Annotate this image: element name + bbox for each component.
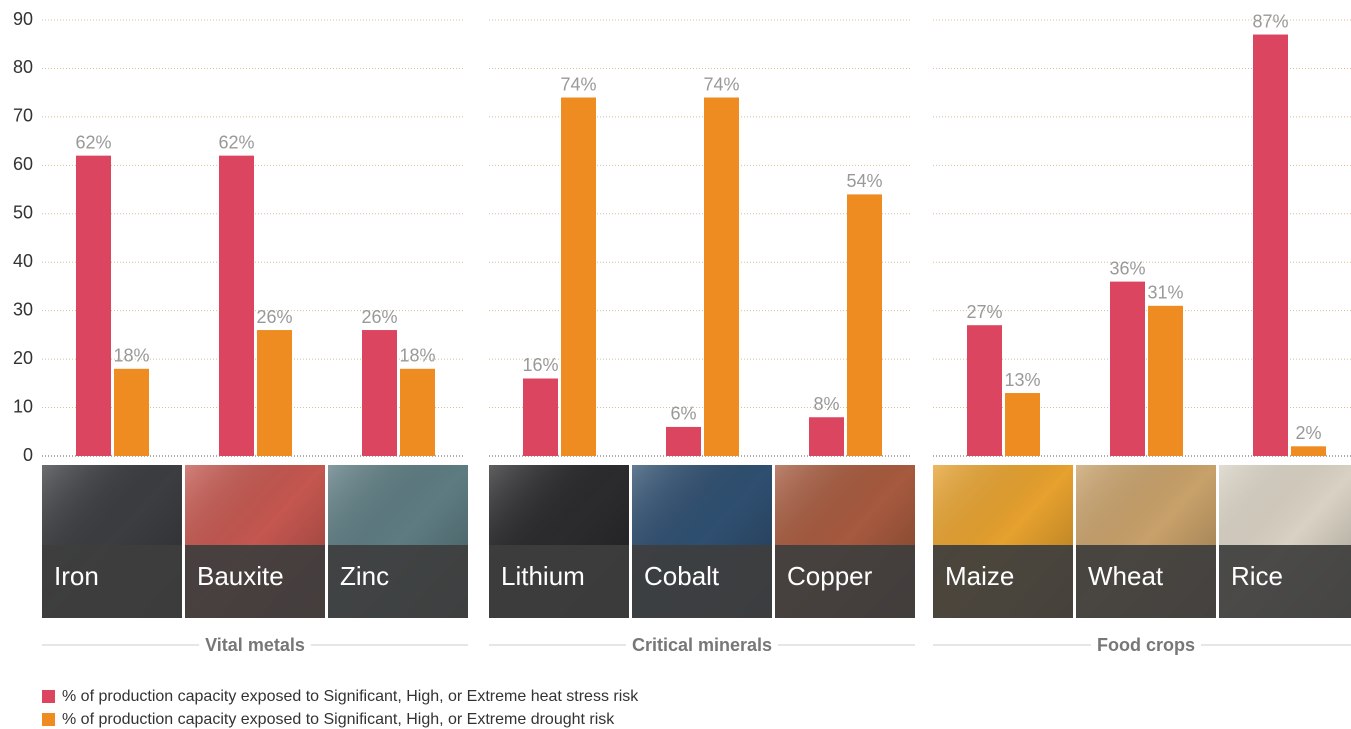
x-tick-label: Copper — [787, 561, 873, 591]
bar — [704, 97, 739, 456]
group-label: Critical minerals — [632, 635, 772, 655]
y-tick-label: 30 — [13, 299, 33, 319]
y-tick-label: 20 — [13, 348, 33, 368]
value-label: 16% — [522, 355, 558, 375]
label-band — [1076, 545, 1216, 618]
label-band — [632, 545, 772, 618]
value-label: 6% — [670, 404, 696, 424]
label-band — [933, 545, 1073, 618]
value-label: 87% — [1252, 11, 1288, 31]
bar — [523, 378, 558, 456]
group-label: Food crops — [1097, 635, 1195, 655]
bar — [114, 368, 149, 456]
x-tick-label: Bauxite — [197, 561, 284, 591]
legend-label: % of production capacity exposed to Sign… — [62, 711, 615, 728]
y-tick-label: 40 — [13, 251, 33, 271]
y-tick-label: 60 — [13, 154, 33, 174]
x-tick-label: Lithium — [501, 561, 585, 591]
legend-swatch — [42, 690, 55, 703]
label-band — [489, 545, 629, 618]
label-band — [775, 545, 915, 618]
bar — [1291, 446, 1326, 456]
label-band — [185, 545, 325, 618]
group-label: Vital metals — [205, 635, 305, 655]
y-tick-label: 90 — [13, 9, 33, 29]
value-label: 13% — [1004, 370, 1040, 390]
x-tick-label: Rice — [1231, 561, 1283, 591]
value-label: 18% — [399, 346, 435, 366]
bar — [257, 330, 292, 456]
bar — [219, 155, 254, 456]
label-band — [328, 545, 468, 618]
y-tick-label: 0 — [23, 445, 33, 465]
bar — [362, 330, 397, 456]
bar — [76, 155, 111, 456]
value-label: 74% — [560, 74, 596, 94]
x-tick-label: Maize — [945, 561, 1014, 591]
label-band — [1219, 545, 1351, 618]
x-tick-label: Cobalt — [644, 561, 720, 591]
bar — [400, 368, 435, 456]
value-label: 2% — [1295, 423, 1321, 443]
bar — [809, 417, 844, 456]
bar — [967, 325, 1002, 456]
value-label: 26% — [361, 307, 397, 327]
bar — [1148, 305, 1183, 456]
x-tick-label: Zinc — [340, 561, 389, 591]
value-label: 8% — [813, 394, 839, 414]
value-label: 18% — [113, 346, 149, 366]
x-tick-label: Wheat — [1088, 561, 1164, 591]
value-label: 27% — [966, 302, 1002, 322]
x-tick-label: Iron — [54, 561, 99, 591]
y-tick-label: 70 — [13, 106, 33, 126]
legend-label: % of production capacity exposed to Sign… — [62, 688, 639, 705]
y-tick-label: 50 — [13, 203, 33, 223]
y-tick-label: 80 — [13, 57, 33, 77]
value-label: 36% — [1109, 258, 1145, 278]
legend-swatch — [42, 713, 55, 726]
value-label: 74% — [703, 74, 739, 94]
bar — [847, 194, 882, 456]
y-tick-label: 10 — [13, 396, 33, 416]
value-label: 54% — [846, 171, 882, 191]
label-band — [42, 545, 182, 618]
value-label: 31% — [1147, 283, 1183, 303]
bar — [561, 97, 596, 456]
bar — [666, 426, 701, 456]
value-label: 62% — [75, 132, 111, 152]
value-label: 26% — [256, 307, 292, 327]
bar — [1005, 393, 1040, 456]
bar — [1253, 34, 1288, 457]
value-label: 62% — [218, 132, 254, 152]
bar — [1110, 281, 1145, 456]
